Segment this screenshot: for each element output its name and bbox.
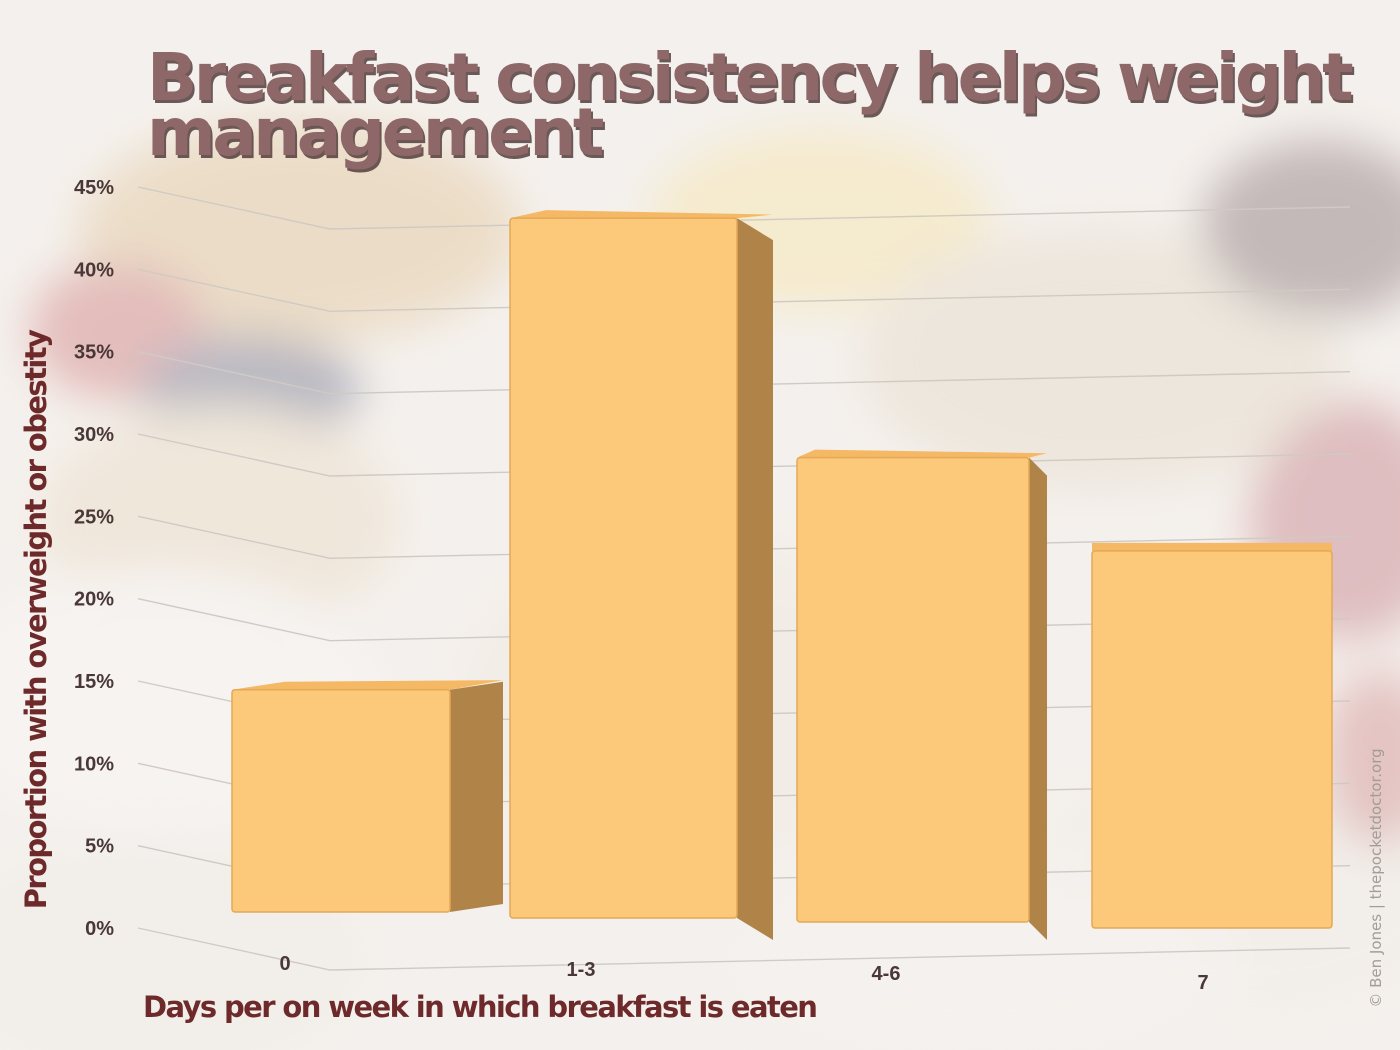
bar-side xyxy=(737,218,773,940)
chart-title-line-1: Breakfast consistency helps weight xyxy=(147,39,1353,116)
bar-front xyxy=(1091,550,1333,929)
y-tick-label: 35% xyxy=(74,342,114,364)
gridline xyxy=(137,186,1351,230)
bar-1 xyxy=(509,210,773,940)
y-tick-label: 20% xyxy=(74,589,114,611)
y-axis-title: Proportion with overweight or obestity xyxy=(19,329,53,909)
bar-0 xyxy=(231,680,503,913)
x-category-label: 0 xyxy=(279,953,290,975)
y-axis-ticks: 0% 5% 10% 15% 20% 25% 30% 35% 40% 45% xyxy=(74,177,114,940)
bar-front xyxy=(231,688,451,913)
bar-top xyxy=(1092,542,1332,551)
bar-2 xyxy=(796,449,1047,940)
y-tick-label: 40% xyxy=(74,259,114,281)
y-tick-label: 10% xyxy=(74,753,114,775)
y-tick-label: 45% xyxy=(74,177,114,199)
chart-title-line-2: management xyxy=(147,94,604,171)
bar-top xyxy=(797,449,1047,458)
chart-title: Breakfast consistency helps weight Break… xyxy=(147,39,1359,174)
x-category-label: 4-6 xyxy=(872,963,901,985)
bar-top xyxy=(510,210,773,219)
bars xyxy=(231,210,1333,940)
y-tick-label: 0% xyxy=(85,918,114,940)
bar-front xyxy=(509,217,738,919)
chart-title-line-1-shadow: Breakfast consistency helps weight xyxy=(149,42,1355,119)
bar-top xyxy=(232,680,503,690)
y-tick-label: 15% xyxy=(74,671,114,693)
bar-3 xyxy=(1091,542,1333,929)
y-tick-label: 25% xyxy=(74,506,114,528)
x-axis-categories: 0 1-3 4-6 7 xyxy=(279,953,1208,994)
x-category-label: 1-3 xyxy=(567,959,596,981)
gridline xyxy=(137,927,1351,971)
x-axis-title: Days per on week in which breakfast is e… xyxy=(143,990,816,1024)
bar-side xyxy=(450,681,503,912)
bar-front xyxy=(796,456,1030,923)
bar-side xyxy=(1029,457,1047,940)
chart-title-line-2-shadow: management xyxy=(149,97,606,174)
gridline xyxy=(137,350,1351,395)
y-tick-label: 5% xyxy=(85,836,114,858)
gridline xyxy=(137,268,1351,313)
y-tick-label: 30% xyxy=(74,424,114,446)
x-category-label: 7 xyxy=(1197,972,1208,994)
credit-text: © Ben Jones | thepocketdoctor.org xyxy=(1367,748,1385,1007)
